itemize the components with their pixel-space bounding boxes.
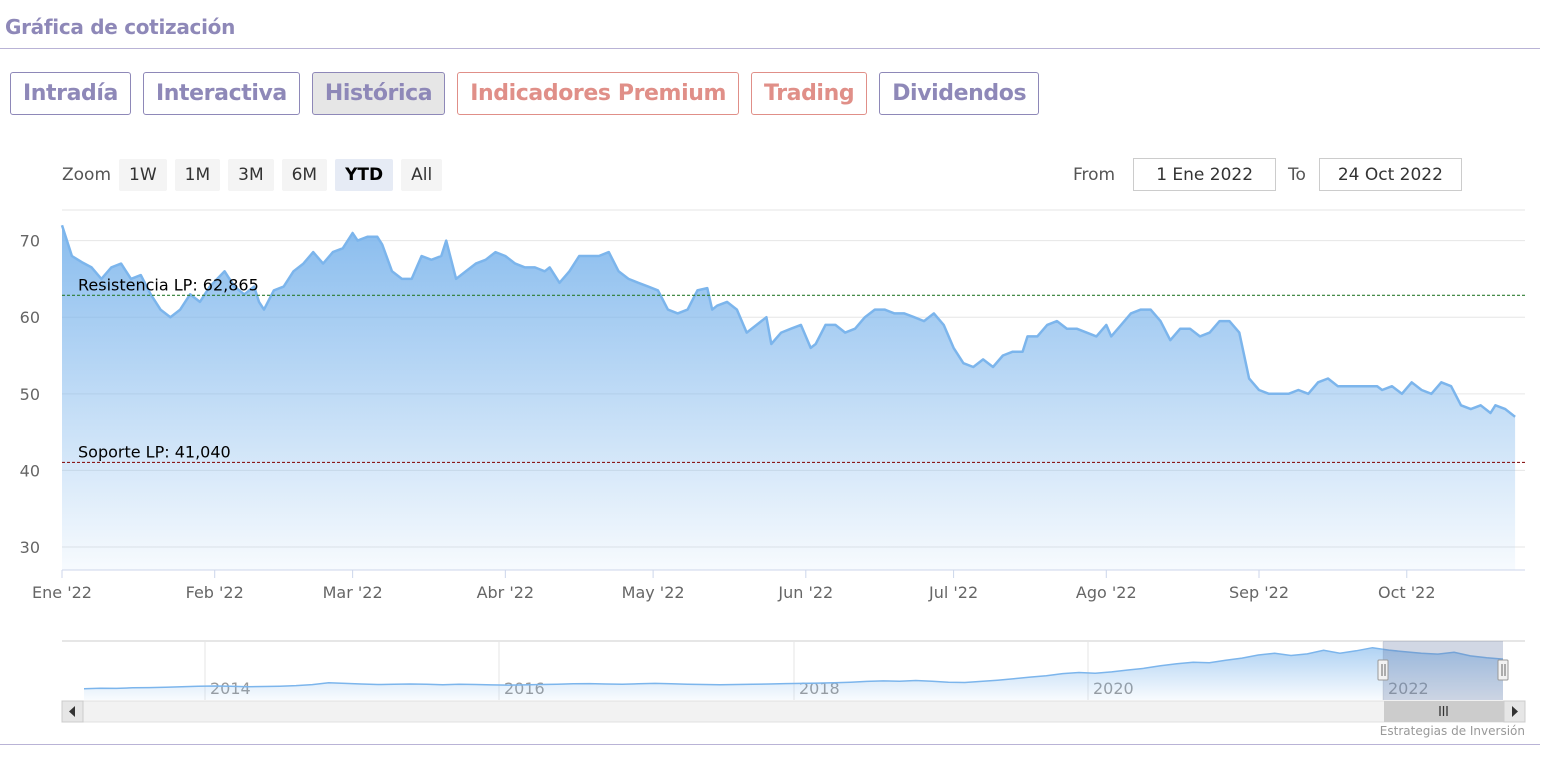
x-tick-label: Jun '22 bbox=[777, 583, 833, 602]
tab-interactiva[interactable]: Interactiva bbox=[143, 72, 300, 115]
x-tick-label: Ene '22 bbox=[32, 583, 92, 602]
zoom-3m-button[interactable]: 3M bbox=[228, 158, 274, 191]
support-label: Soporte LP: 41,040 bbox=[78, 442, 231, 461]
chart-tabs: Intradía Interactiva Histórica Indicador… bbox=[10, 72, 1040, 115]
x-tick-label: Ago '22 bbox=[1076, 583, 1137, 602]
navigator-line bbox=[83, 646, 1504, 690]
navigator-area bbox=[84, 647, 1503, 700]
grip-icon bbox=[1439, 706, 1448, 716]
chevron-left-icon bbox=[69, 706, 75, 717]
x-tick-label: Jul '22 bbox=[928, 583, 978, 602]
y-tick-label: 50 bbox=[20, 385, 40, 404]
date-range-to: To bbox=[1288, 158, 1462, 191]
y-axis: 30 40 50 60 70 bbox=[20, 232, 40, 557]
zoom-all-button[interactable]: All bbox=[401, 158, 443, 191]
scrollbar-track[interactable] bbox=[61, 700, 1526, 723]
tab-indicadores-premium[interactable]: Indicadores Premium bbox=[457, 72, 739, 115]
zoom-ytd-button[interactable]: YTD bbox=[335, 158, 394, 191]
x-axis: Ene '22 Feb '22 Mar '22 Abr '22 May '22 Jun '… bbox=[32, 570, 1436, 602]
zoom-1m-button[interactable]: 1M bbox=[174, 158, 221, 191]
scrollbar[interactable] bbox=[61, 700, 1526, 723]
title-divider bbox=[0, 48, 1540, 49]
chart-credits: Estrategias de Inversión bbox=[1379, 724, 1525, 738]
price-area bbox=[62, 225, 1516, 571]
x-tick-label: Abr '22 bbox=[477, 583, 535, 602]
from-label: From bbox=[1073, 164, 1116, 185]
zoom-selector: Zoom 1W 1M 3M 6M YTD All bbox=[62, 158, 450, 191]
y-tick-label: 40 bbox=[20, 461, 40, 480]
tab-dividendos[interactable]: Dividendos bbox=[879, 72, 1040, 115]
y-tick-label: 60 bbox=[20, 308, 40, 327]
x-tick-label: Oct '22 bbox=[1378, 583, 1436, 602]
bottom-divider bbox=[0, 744, 1540, 745]
zoom-1w-button[interactable]: 1W bbox=[119, 158, 167, 191]
y-tick-label: 30 bbox=[20, 538, 40, 557]
navigator-selection[interactable] bbox=[1383, 641, 1503, 700]
x-tick-label: May '22 bbox=[622, 583, 685, 602]
from-date-input[interactable] bbox=[1133, 158, 1277, 191]
tab-trading[interactable]: Trading bbox=[751, 72, 868, 115]
chevron-right-icon bbox=[1512, 706, 1518, 717]
y-tick-label: 70 bbox=[20, 232, 40, 251]
to-date-input[interactable] bbox=[1318, 158, 1462, 191]
section-title: Gráfica de cotización bbox=[5, 15, 236, 39]
price-line bbox=[60, 224, 1516, 418]
zoom-6m-button[interactable]: 6M bbox=[281, 158, 328, 191]
navigator-right-handle[interactable] bbox=[1497, 659, 1509, 681]
resistance-label: Resistencia LP: 62,865 bbox=[78, 275, 259, 294]
navigator[interactable]: 20142016201820202022 bbox=[62, 640, 1525, 700]
date-range-from: From bbox=[1073, 158, 1277, 191]
to-label: To bbox=[1288, 164, 1306, 185]
x-tick-label: Mar '22 bbox=[323, 583, 383, 602]
tab-intradia[interactable]: Intradía bbox=[10, 72, 131, 115]
tab-historica[interactable]: Histórica bbox=[311, 72, 446, 115]
navigator-left-handle[interactable] bbox=[1377, 659, 1389, 681]
zoom-label: Zoom bbox=[62, 164, 112, 185]
x-tick-label: Sep '22 bbox=[1229, 583, 1289, 602]
x-tick-label: Feb '22 bbox=[186, 583, 244, 602]
